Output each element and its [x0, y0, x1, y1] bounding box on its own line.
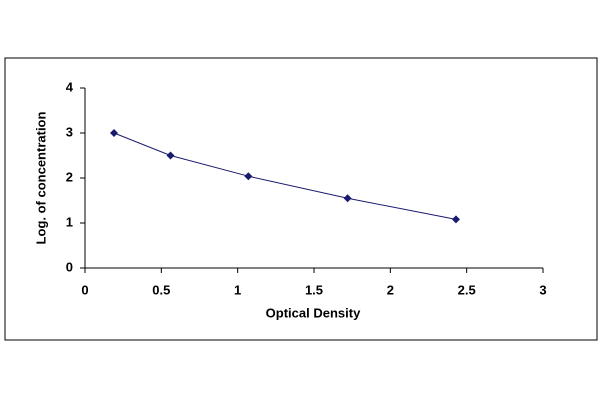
- data-point: [343, 194, 352, 203]
- x-tick-label: 1: [234, 282, 241, 297]
- y-axis-label: Log. of concentration: [33, 112, 48, 245]
- data-point: [244, 172, 253, 181]
- y-tick-label: 1: [66, 214, 73, 229]
- x-tick-label: 3: [539, 282, 546, 297]
- x-tick-label: 2: [387, 282, 394, 297]
- y-tick-label: 2: [66, 169, 73, 184]
- y-tick-label: 4: [66, 79, 74, 94]
- data-point: [166, 151, 175, 160]
- y-tick-label: 3: [66, 124, 73, 139]
- x-tick-label: 2.5: [458, 282, 476, 297]
- x-tick-label: 1.5: [305, 282, 323, 297]
- data-point: [451, 215, 460, 224]
- x-tick-label: 0: [81, 282, 88, 297]
- x-tick-label: 0.5: [152, 282, 170, 297]
- y-tick-label: 0: [66, 259, 73, 274]
- chart-frame: [4, 57, 598, 341]
- data-point: [110, 129, 119, 137]
- x-axis-label: Optical Density: [266, 305, 361, 320]
